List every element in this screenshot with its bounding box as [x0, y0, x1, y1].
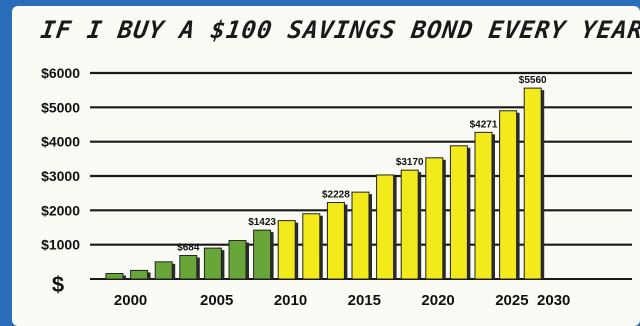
bar	[376, 174, 395, 280]
data-label: $3170	[396, 157, 424, 168]
x-tick-label: 2005	[200, 292, 233, 309]
bar	[228, 240, 247, 280]
data-label: $4271	[470, 119, 498, 130]
data-label: $2228	[322, 190, 350, 201]
bar	[130, 269, 149, 280]
y-tick-label: $3000	[41, 168, 80, 184]
x-tick-label: 2010	[274, 292, 307, 309]
bar	[499, 110, 518, 280]
y-tick-label: $5000	[41, 99, 80, 115]
data-label: $1423	[248, 217, 276, 228]
x-tick-label: 2020	[421, 292, 454, 309]
bar	[154, 261, 173, 280]
bar	[277, 220, 296, 280]
bar	[449, 145, 468, 280]
bar	[474, 131, 493, 280]
y-tick-label: $2000	[41, 202, 80, 218]
bar	[105, 273, 124, 280]
data-label: $684	[177, 243, 200, 254]
bar	[400, 169, 419, 280]
y-tick-label: $4000	[41, 134, 80, 150]
x-tick-label: 2015	[348, 292, 381, 309]
y-tick-label: $6000	[41, 65, 80, 81]
bar	[425, 157, 444, 280]
bar	[302, 213, 321, 280]
bar	[326, 202, 345, 280]
bar	[179, 255, 198, 280]
bar	[253, 229, 272, 280]
bar	[351, 191, 370, 280]
data-label: $5560	[519, 75, 547, 86]
y-tick-label: $1000	[41, 237, 80, 253]
bar	[203, 247, 222, 280]
x-tick-label: 2030	[537, 292, 570, 309]
x-tick-label: 2025	[495, 292, 528, 309]
bar	[523, 87, 542, 280]
x-tick-label: 2000	[114, 292, 147, 309]
y-axis-currency-label: $	[52, 272, 64, 297]
